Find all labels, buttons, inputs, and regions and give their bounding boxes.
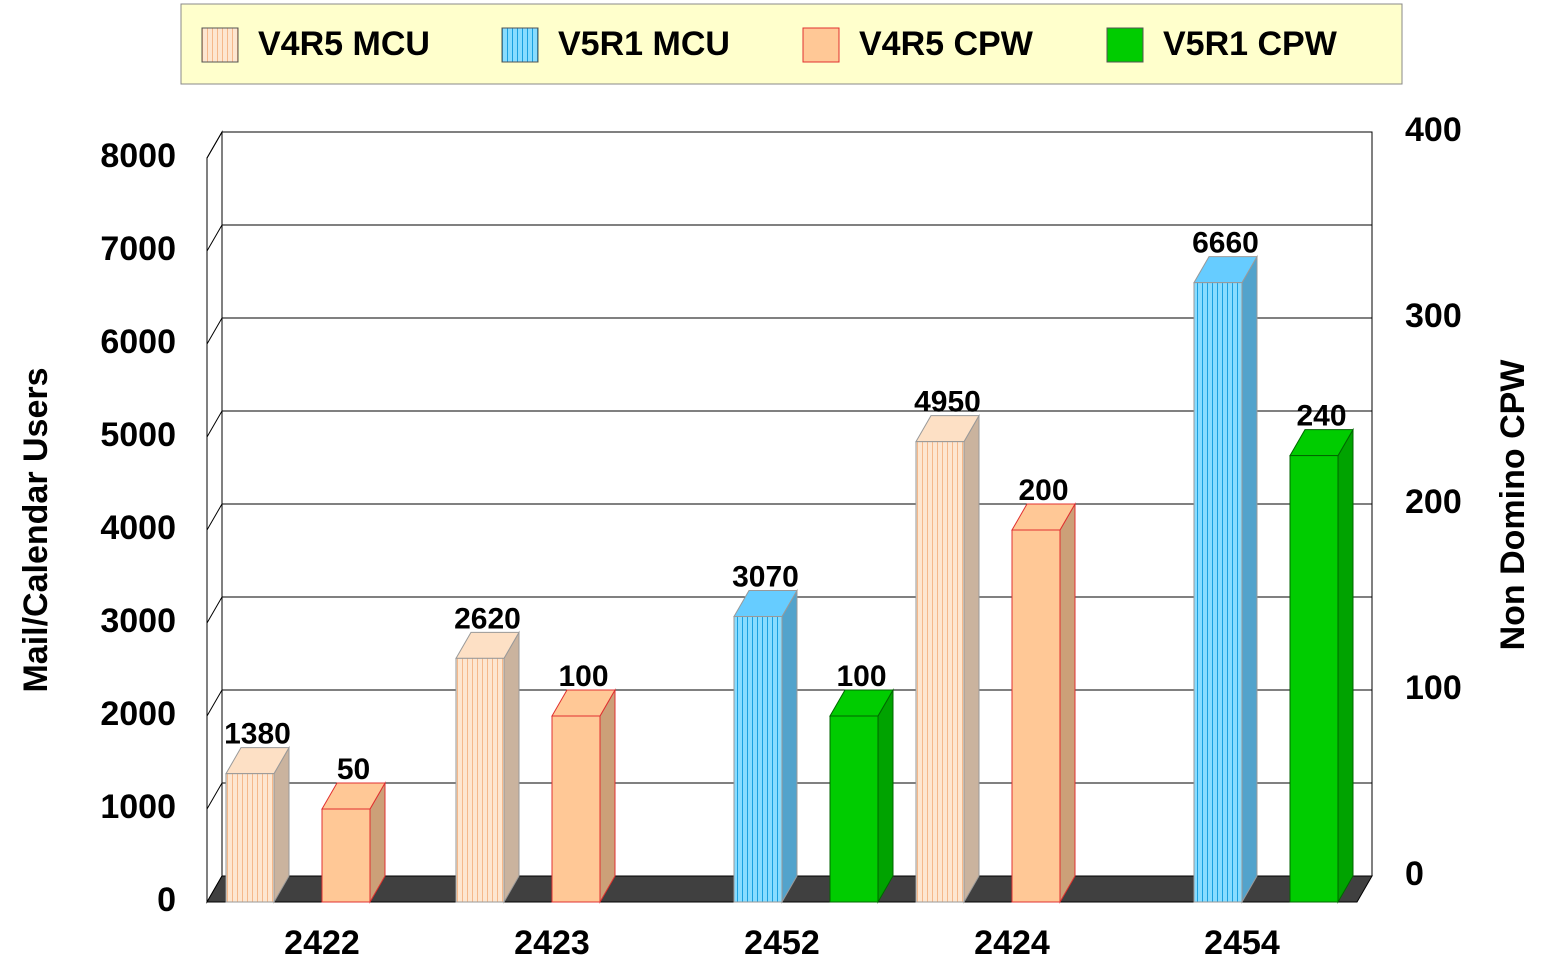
y-tick-label: 5000 [100,416,176,454]
x-tick-label: 2422 [284,924,360,962]
y2-axis-title: Non Domino CPW [1494,359,1532,651]
bar-side [1337,427,1354,904]
y-tick-label: 2000 [100,695,176,733]
grid-line [206,131,1372,159]
bar [225,745,290,904]
y2-tick-label: 100 [1405,669,1462,707]
y2-tick-label: 400 [1405,111,1462,149]
y2-tick-label: 0 [1405,855,1424,893]
value-label: 4950 [914,386,981,419]
y-tick-label: 1000 [100,788,176,826]
bar [455,630,520,904]
grid-line [206,782,1372,810]
x-tick-label: 2423 [514,924,590,962]
bar-front [551,715,601,903]
grid-line [206,503,1372,531]
bar-side [1241,254,1258,904]
y-tick-label: 6000 [100,323,176,361]
value-label: 1380 [224,718,291,751]
legend-swatch [501,27,539,63]
legend-swatch [201,27,239,63]
bar-side [1059,502,1076,904]
value-label: 2620 [454,602,521,635]
value-label: 50 [337,753,370,786]
bar [321,781,386,904]
bar-side [877,688,894,904]
x-tick-label: 2424 [974,924,1050,962]
bar-side [503,630,520,904]
y-tick-label: 4000 [100,509,176,547]
bar [733,588,798,904]
bar-front [1289,455,1339,903]
y-axis-title: Mail/Calendar Users [17,367,55,692]
legend-swatch [1106,27,1144,63]
bar [1193,254,1258,904]
y-tick-label: 8000 [100,137,176,175]
legend-label: V4R5 MCU [258,25,430,63]
legend-box [180,3,1403,85]
x-tick-label: 2454 [1204,924,1280,962]
bar-side [781,588,798,904]
y2-tick-label: 300 [1405,297,1462,335]
bar-side [599,688,616,904]
bar-front [321,808,371,903]
bar [551,688,616,904]
y-tick-label: 3000 [100,602,176,640]
y-tick-label: 7000 [100,230,176,268]
value-label: 6660 [1192,227,1259,260]
bar-front [1193,282,1243,903]
grid-line [206,317,1372,345]
bar [1011,502,1076,904]
value-label: 3070 [732,560,799,593]
bar-front [733,615,783,903]
bar-side [963,413,980,904]
grid-line [206,689,1372,717]
value-label: 240 [1296,400,1346,433]
legend-swatch [802,27,840,63]
bar [829,688,894,904]
bar-front [225,773,275,903]
value-label: 100 [836,660,886,693]
y2-tick-label: 200 [1405,483,1462,521]
bar-front [829,715,879,903]
x-tick-label: 2452 [744,924,820,962]
y-tick-label: 0 [157,881,176,919]
bar-front [1011,529,1061,903]
bar-side [273,745,290,904]
value-label: 200 [1018,474,1068,507]
bar [1289,427,1354,904]
legend-label: V5R1 MCU [558,25,730,63]
bar [915,413,980,904]
value-label: 100 [558,660,608,693]
grid-line [206,596,1372,624]
legend-label: V4R5 CPW [859,25,1034,63]
legend-label: V5R1 CPW [1163,25,1338,63]
grid-line [206,410,1372,438]
bar-front [455,657,505,903]
grid-line [206,224,1372,252]
bar-front [915,441,965,903]
